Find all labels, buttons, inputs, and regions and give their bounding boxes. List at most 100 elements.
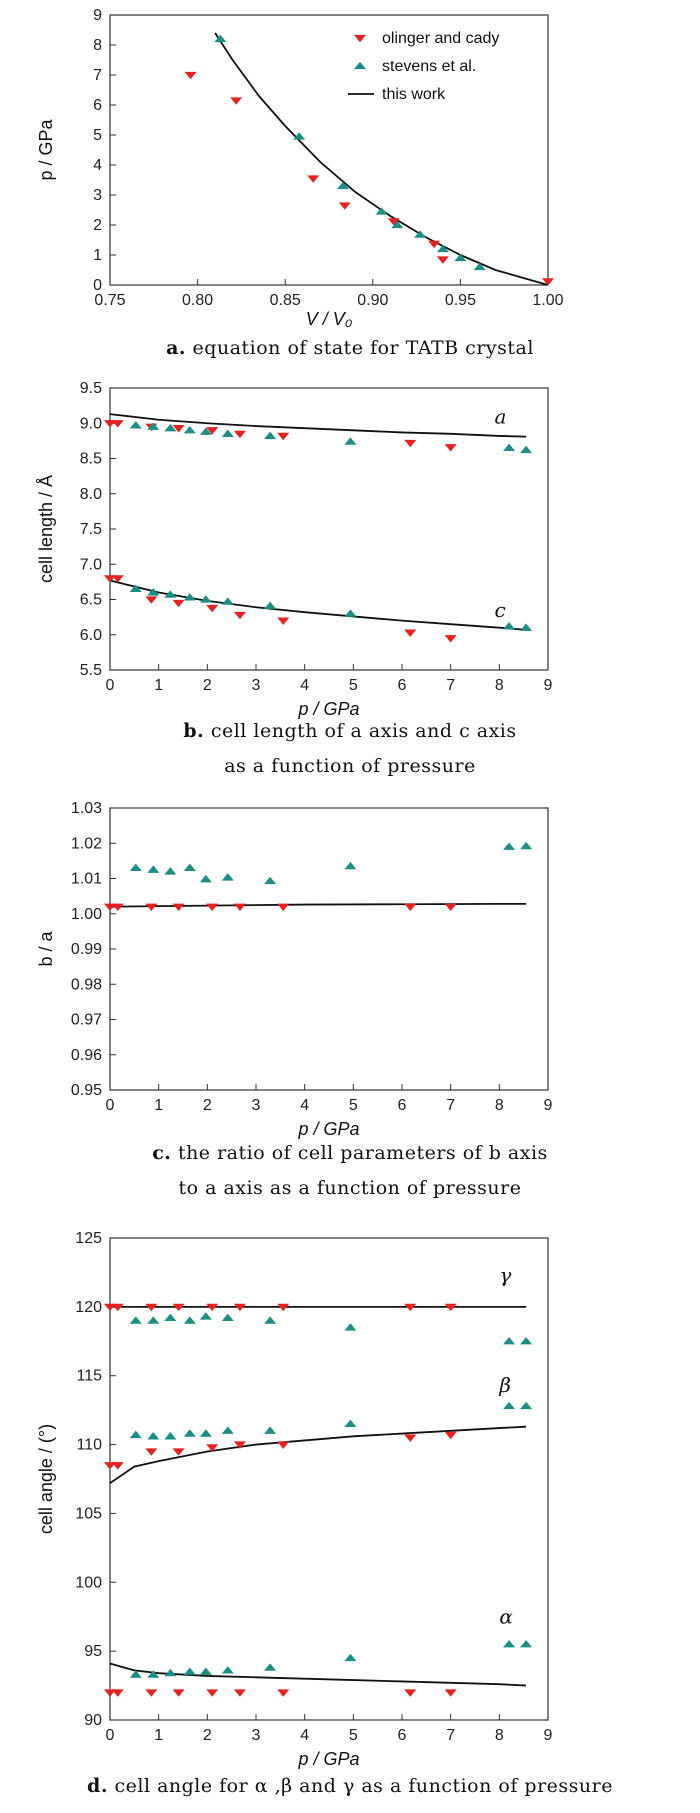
y-tick-label: 5 [93,127,102,144]
y-axis-label: cell length / Å [36,475,56,583]
marker-stevens [147,422,160,430]
marker-stevens [344,437,357,445]
x-tick-label: 8 [495,1097,504,1114]
marker-stevens [147,865,160,873]
marker-olinger [172,903,185,911]
marker-stevens [344,609,357,617]
marker-olinger [172,1303,185,1312]
marker-stevens [414,230,427,238]
marker-stevens [129,1430,142,1439]
marker-stevens [164,1668,177,1677]
y-tick-label: 5.5 [80,662,102,679]
y-tick-label: 1 [93,247,102,264]
marker-olinger [444,444,457,452]
marker-stevens [221,429,234,437]
y-tick-label: 1.03 [71,800,102,817]
marker-olinger [206,1303,219,1312]
marker-olinger [404,1689,417,1697]
x-axis-label: p / GPa [297,699,359,719]
marker-stevens [164,1432,177,1440]
panel-d: 0 1 2 3 4 5 6 7 8 9 90 95 100 105 110 115 120 125 p / GPa c… [0,1220,700,1813]
marker-stevens [520,1639,533,1648]
marker-stevens [264,1663,277,1671]
x-tick-label: 5 [349,1097,358,1114]
y-tick-label: 125 [75,1230,102,1247]
marker-stevens [503,1337,516,1345]
caption-text-line2: as a function of pressure [224,755,476,777]
y-tick-label: 6.0 [80,627,102,644]
y-tick-label: 100 [75,1574,102,1591]
marker-olinger [444,635,457,643]
marker-olinger [145,596,158,604]
marker-stevens [183,1429,196,1437]
marker-olinger [104,1689,116,1697]
y-tick-label: 0.99 [71,941,102,958]
x-tick-label: 4 [300,677,309,694]
marker-stevens [344,1419,357,1428]
marker-olinger [111,1689,124,1697]
marker-stevens [454,253,467,262]
marker-olinger [233,430,246,439]
x-tick-label: 6 [398,1727,407,1744]
panel-a: 0.75 0.80 0.85 0.90 0.95 1.00 0 1 2 3 4 5 6 7 8 9 V / V₀… [0,0,700,370]
marker-olinger [145,903,158,911]
curve-annotation: a [494,404,506,428]
series-line [109,413,527,438]
marker-olinger [542,278,554,286]
y-axis-label: cell angle / (°) [36,1424,56,1534]
marker-olinger [233,1303,246,1312]
marker-olinger [111,1303,124,1312]
marker-olinger [206,427,219,435]
marker-stevens [164,1313,177,1322]
y-tick-label: 0.97 [71,1012,102,1029]
caption-c: c. the ratio of cell parameters of b axi… [0,1142,700,1164]
legend-label: stevens et al. [382,58,476,75]
y-tick-label: 90 [84,1712,102,1729]
marker-stevens [164,423,177,432]
marker-olinger [206,604,219,613]
x-tick-label: 0 [106,1097,115,1114]
plot-frame [109,14,549,286]
x-tick-label: 0.85 [270,292,301,309]
marker-stevens [221,1666,234,1674]
marker-stevens [391,220,404,229]
y-tick-label: 105 [75,1505,102,1522]
marker-stevens [199,1312,212,1320]
x-tick-label: 2 [203,1097,212,1114]
caption-c-line2: to a axis as a function of pressure [0,1177,700,1199]
marker-olinger [444,1431,457,1440]
curve-annotation: β [498,1373,511,1397]
x-tick-label: 0.75 [94,292,125,309]
caption-text: the ratio of cell parameters of b axis [177,1142,548,1164]
y-tick-label: 9.0 [80,415,102,432]
x-tick-label: 5 [349,677,358,694]
y-axis-label: b / a [36,931,56,967]
plot-frame [109,807,549,1091]
marker-stevens [221,597,234,605]
marker-olinger [104,420,116,428]
x-tick-label: 1 [154,1727,163,1744]
caption-text: cell angle for α ,β and γ as a function … [114,1775,613,1797]
y-tick-label: 115 [76,1368,102,1385]
marker-stevens [520,623,533,631]
y-tick-label: 0.96 [71,1047,102,1064]
marker-olinger [444,1303,457,1312]
marker-olinger [104,1462,116,1470]
y-tick-label: 120 [75,1299,102,1316]
marker-stevens [214,34,227,43]
y-tick-label: 1.02 [71,835,102,852]
marker-olinger [404,1303,417,1312]
x-tick-label: 3 [252,1727,261,1744]
y-tick-label: 7 [93,67,102,84]
marker-olinger [404,1434,417,1442]
marker-olinger [444,1689,457,1697]
marker-stevens [183,593,196,601]
marker-stevens [344,1323,357,1331]
x-axis-label: p / GPa [297,1119,359,1139]
marker-olinger [206,1689,219,1697]
chart-cell-length: 0 1 2 3 4 5 6 7 8 9 5.5 6.0 6.5 7.0 7.5 8.0 8.5 9.0 9.5 p /… [36,380,553,719]
legend-label: olinger and cady [382,30,499,47]
y-tick-label: 1.01 [71,871,102,888]
marker-stevens [199,874,212,883]
x-tick-label: 8 [495,677,504,694]
